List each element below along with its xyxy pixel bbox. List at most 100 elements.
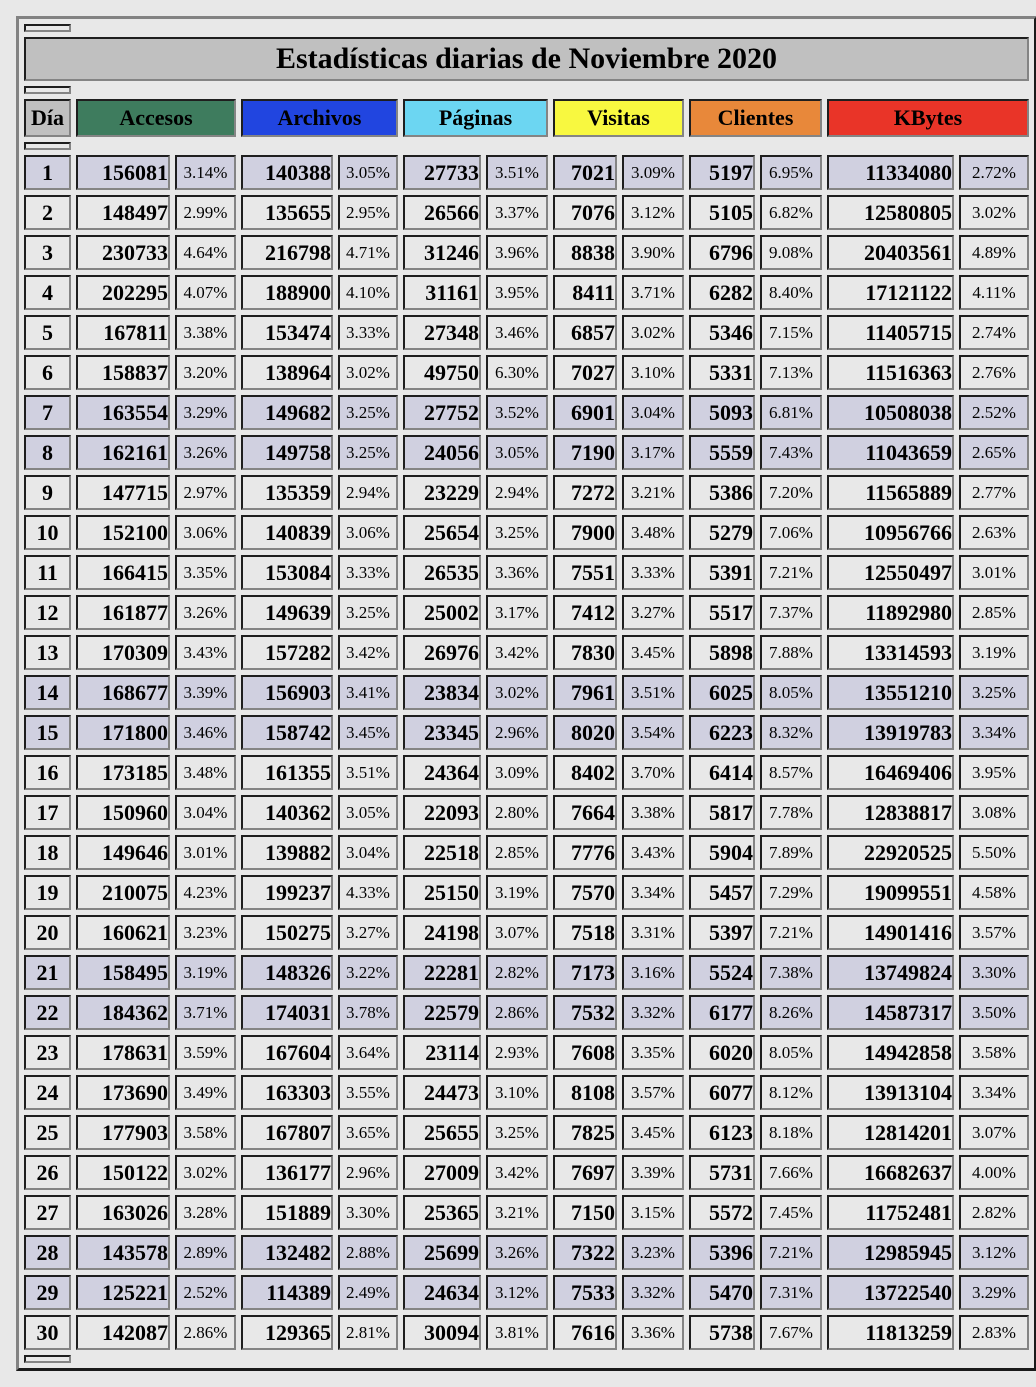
percent-cell: 3.33% bbox=[338, 555, 398, 590]
value-cell: 167807 bbox=[241, 1115, 333, 1150]
value-cell: 16682637 bbox=[827, 1155, 954, 1190]
percent-cell: 2.96% bbox=[338, 1155, 398, 1190]
value-cell: 5904 bbox=[689, 835, 755, 870]
percent-cell: 3.49% bbox=[175, 1075, 236, 1110]
value-cell: 30094 bbox=[403, 1315, 481, 1350]
value-cell: 11043659 bbox=[827, 435, 954, 470]
value-cell: 13749824 bbox=[827, 955, 954, 990]
value-cell: 5572 bbox=[689, 1195, 755, 1230]
value-cell: 140388 bbox=[241, 155, 333, 190]
value-cell: 12580805 bbox=[827, 195, 954, 230]
value-cell: 7608 bbox=[553, 1035, 617, 1070]
spacer-row bbox=[24, 24, 1029, 32]
value-cell: 166415 bbox=[76, 555, 170, 590]
value-cell: 14587317 bbox=[827, 995, 954, 1030]
day-cell: 19 bbox=[24, 875, 71, 910]
value-cell: 135359 bbox=[241, 475, 333, 510]
percent-cell: 3.23% bbox=[622, 1235, 684, 1270]
value-cell: 148497 bbox=[76, 195, 170, 230]
day-cell: 3 bbox=[24, 235, 71, 270]
value-cell: 168677 bbox=[76, 675, 170, 710]
value-cell: 27733 bbox=[403, 155, 481, 190]
value-cell: 24056 bbox=[403, 435, 481, 470]
percent-cell: 4.89% bbox=[959, 235, 1029, 270]
percent-cell: 3.32% bbox=[622, 1275, 684, 1310]
value-cell: 7664 bbox=[553, 795, 617, 830]
header-row: Día Accesos Archivos Páginas Visitas Cli… bbox=[24, 99, 1029, 137]
percent-cell: 2.74% bbox=[959, 315, 1029, 350]
percent-cell: 3.01% bbox=[175, 835, 236, 870]
title-row: Estadísticas diarias de Noviembre 2020 bbox=[24, 37, 1029, 81]
value-cell: 7518 bbox=[553, 915, 617, 950]
value-cell: 6414 bbox=[689, 755, 755, 790]
percent-cell: 2.93% bbox=[486, 1035, 548, 1070]
value-cell: 22281 bbox=[403, 955, 481, 990]
value-cell: 26535 bbox=[403, 555, 481, 590]
table-row: 9 147715 2.97% 135359 2.94% 23229 2.94% 7272 3.2… bbox=[24, 475, 1029, 510]
value-cell: 13722540 bbox=[827, 1275, 954, 1310]
value-cell: 7697 bbox=[553, 1155, 617, 1190]
value-cell: 11516363 bbox=[827, 355, 954, 390]
value-cell: 149646 bbox=[76, 835, 170, 870]
percent-cell: 7.21% bbox=[760, 915, 822, 950]
percent-cell: 3.28% bbox=[175, 1195, 236, 1230]
value-cell: 149639 bbox=[241, 595, 333, 630]
percent-cell: 2.82% bbox=[486, 955, 548, 990]
percent-cell: 3.78% bbox=[338, 995, 398, 1030]
percent-cell: 3.45% bbox=[338, 715, 398, 750]
value-cell: 25365 bbox=[403, 1195, 481, 1230]
percent-cell: 4.07% bbox=[175, 275, 236, 310]
value-cell: 23834 bbox=[403, 675, 481, 710]
percent-cell: 8.05% bbox=[760, 675, 822, 710]
percent-cell: 4.11% bbox=[959, 275, 1029, 310]
percent-cell: 3.25% bbox=[486, 1115, 548, 1150]
percent-cell: 2.52% bbox=[175, 1275, 236, 1310]
percent-cell: 3.25% bbox=[486, 515, 548, 550]
value-cell: 8020 bbox=[553, 715, 617, 750]
percent-cell: 3.02% bbox=[959, 195, 1029, 230]
percent-cell: 3.14% bbox=[175, 155, 236, 190]
percent-cell: 3.08% bbox=[959, 795, 1029, 830]
value-cell: 140362 bbox=[241, 795, 333, 830]
percent-cell: 3.19% bbox=[175, 955, 236, 990]
percent-cell: 3.17% bbox=[486, 595, 548, 630]
percent-cell: 3.36% bbox=[622, 1315, 684, 1350]
percent-cell: 8.12% bbox=[760, 1075, 822, 1110]
value-cell: 31161 bbox=[403, 275, 481, 310]
percent-cell: 3.25% bbox=[338, 435, 398, 470]
percent-cell: 3.22% bbox=[338, 955, 398, 990]
value-cell: 6901 bbox=[553, 395, 617, 430]
value-cell: 5391 bbox=[689, 555, 755, 590]
percent-cell: 3.06% bbox=[175, 515, 236, 550]
percent-cell: 3.33% bbox=[338, 315, 398, 350]
percent-cell: 2.85% bbox=[486, 835, 548, 870]
percent-cell: 3.15% bbox=[622, 1195, 684, 1230]
percent-cell: 3.30% bbox=[959, 955, 1029, 990]
day-cell: 22 bbox=[24, 995, 71, 1030]
percent-cell: 2.85% bbox=[959, 595, 1029, 630]
value-cell: 7570 bbox=[553, 875, 617, 910]
value-cell: 138964 bbox=[241, 355, 333, 390]
value-cell: 11813259 bbox=[827, 1315, 954, 1350]
table-row: 26 150122 3.02% 136177 2.96% 27009 3.42% 7697 3.… bbox=[24, 1155, 1029, 1190]
value-cell: 7027 bbox=[553, 355, 617, 390]
percent-cell: 2.83% bbox=[959, 1315, 1029, 1350]
percent-cell: 6.30% bbox=[486, 355, 548, 390]
value-cell: 150122 bbox=[76, 1155, 170, 1190]
spacer-cell bbox=[24, 24, 71, 32]
percent-cell: 7.89% bbox=[760, 835, 822, 870]
percent-cell: 3.39% bbox=[622, 1155, 684, 1190]
percent-cell: 7.45% bbox=[760, 1195, 822, 1230]
value-cell: 8402 bbox=[553, 755, 617, 790]
value-cell: 27348 bbox=[403, 315, 481, 350]
value-cell: 12838817 bbox=[827, 795, 954, 830]
percent-cell: 3.04% bbox=[338, 835, 398, 870]
table-row: 25 177903 3.58% 167807 3.65% 25655 3.25% 7825 3.… bbox=[24, 1115, 1029, 1150]
value-cell: 132482 bbox=[241, 1235, 333, 1270]
percent-cell: 4.71% bbox=[338, 235, 398, 270]
value-cell: 178631 bbox=[76, 1035, 170, 1070]
table-row: 11 166415 3.35% 153084 3.33% 26535 3.36% 7551 3.… bbox=[24, 555, 1029, 590]
value-cell: 5559 bbox=[689, 435, 755, 470]
percent-cell: 3.25% bbox=[959, 675, 1029, 710]
value-cell: 153474 bbox=[241, 315, 333, 350]
